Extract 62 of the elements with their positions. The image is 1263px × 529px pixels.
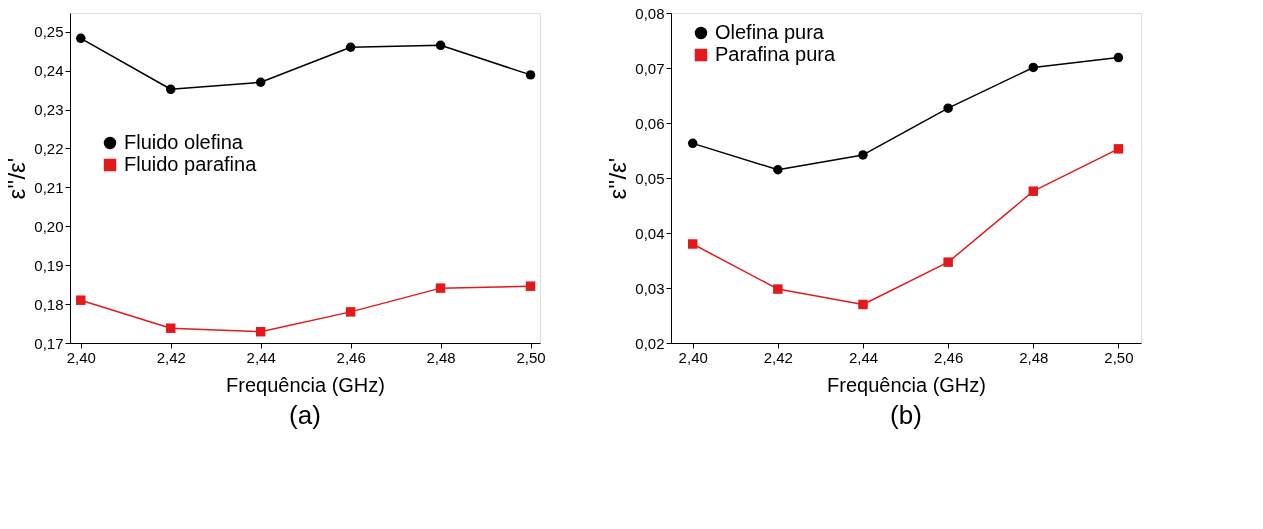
point	[345, 42, 356, 52]
x-axis-title: Frequência (GHz)	[827, 373, 986, 396]
y-tick-label: 0,20	[34, 217, 64, 235]
y-tick-label: 0,23	[34, 101, 64, 119]
x-tick-label: 2,40	[678, 348, 708, 366]
y-tick-label: 0,02	[635, 334, 665, 352]
y-tick-label: 0,22	[34, 139, 64, 157]
y-tick-label: 0,03	[635, 279, 665, 297]
point	[773, 165, 783, 175]
point	[1028, 62, 1039, 73]
legend-label: Parafina pura	[715, 43, 836, 65]
point	[1028, 186, 1039, 196]
point	[166, 84, 176, 95]
y-tick-label: 0,05	[635, 169, 665, 187]
y-tick-label: 0,04	[635, 224, 665, 242]
point	[1113, 52, 1124, 63]
point	[255, 77, 266, 87]
y-tick-label: 0,08	[635, 4, 665, 22]
y-tick-label: 0,25	[34, 23, 64, 41]
x-tick-label: 2,42	[763, 348, 793, 366]
y-axis-title: ε''/ε'	[3, 157, 31, 200]
point	[1113, 144, 1124, 154]
x-tick-label: 2,48	[426, 348, 456, 366]
legend-label: Fluido parafina	[124, 153, 258, 175]
y-axis-title: ε''/ε'	[604, 157, 632, 200]
point	[687, 138, 698, 149]
y-tick-label: 0,19	[34, 256, 64, 274]
y-tick-label: 0,21	[34, 178, 64, 196]
x-tick-label: 2,50	[1104, 348, 1134, 366]
point	[166, 323, 176, 333]
point	[525, 281, 536, 291]
x-axis-title: Frequência (GHz)	[226, 373, 385, 396]
point	[687, 239, 698, 249]
x-tick-label: 2,44	[848, 348, 879, 366]
text: (a)	[289, 400, 321, 430]
text: (b)	[890, 400, 922, 430]
y-tick-label: 0,17	[34, 334, 64, 352]
point	[435, 283, 446, 293]
point	[435, 40, 446, 51]
y-tick-label: 0,24	[34, 62, 64, 80]
x-tick-label: 2,46	[336, 348, 366, 366]
legend-label: Fluido olefina	[124, 131, 244, 153]
y-tick-label: 0,06	[635, 114, 665, 132]
x-tick-label: 2,48	[1019, 348, 1049, 366]
point	[76, 295, 86, 305]
x-tick-label: 2,46	[934, 348, 964, 366]
point	[943, 103, 953, 113]
point	[773, 284, 783, 294]
point	[345, 307, 356, 317]
point	[76, 33, 86, 44]
point	[943, 257, 953, 267]
point	[858, 299, 868, 310]
x-tick-label: 2,40	[66, 348, 96, 366]
point	[858, 150, 868, 160]
x-tick-label: 2,44	[246, 348, 276, 366]
y-tick-label: 0,07	[635, 59, 665, 77]
legend-label: Olefina pura	[715, 21, 825, 43]
x-tick-label: 2,50	[516, 348, 546, 366]
y-tick-label: 0,18	[34, 295, 64, 313]
x-tick-label: 2,42	[156, 348, 186, 366]
point	[525, 70, 536, 80]
point	[255, 326, 266, 337]
